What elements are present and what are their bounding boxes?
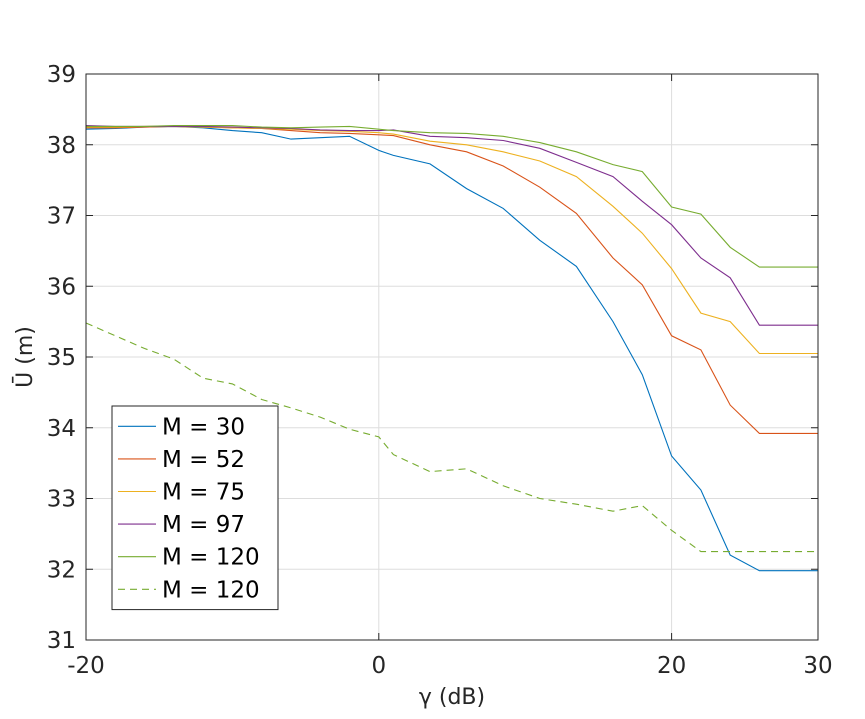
legend-box bbox=[111, 405, 279, 611]
x-tick-label: 30 bbox=[803, 653, 832, 679]
legend-entry: M = 97 bbox=[162, 512, 245, 538]
y-tick-label: 34 bbox=[47, 416, 76, 442]
y-axis-label: Ū (m) bbox=[12, 326, 38, 388]
legend-entry: M = 52 bbox=[162, 447, 245, 473]
y-tick-label: 33 bbox=[47, 487, 76, 513]
x-tick-label: 20 bbox=[657, 653, 686, 679]
x-axis-label: γ (dB) bbox=[419, 685, 485, 710]
series-line-3 bbox=[85, 125, 818, 326]
series-line-5 bbox=[85, 322, 818, 553]
y-tick-label: 31 bbox=[47, 628, 76, 654]
series-line-4 bbox=[86, 125, 818, 268]
y-tick-label: 39 bbox=[47, 62, 76, 88]
y-tick-label: 35 bbox=[47, 345, 76, 371]
y-tick-label: 32 bbox=[47, 557, 76, 583]
series-line-0 bbox=[85, 125, 818, 572]
legend-entry: M = 120 bbox=[162, 577, 260, 603]
legend-entry: M = 30 bbox=[162, 414, 245, 440]
legend-entry: M = 120 bbox=[162, 545, 260, 571]
x-tick-label: -20 bbox=[67, 653, 105, 679]
y-axis-ticks: 31 32 33 34 35 36 37 38 39 bbox=[47, 62, 818, 654]
series-lines bbox=[85, 125, 818, 572]
series-line-2 bbox=[86, 125, 818, 355]
x-tick-label: 0 bbox=[371, 653, 386, 679]
legend: M = 30 M = 52 M = 75 M = 97 M = 120 M = 120 bbox=[111, 405, 279, 611]
y-tick-label: 37 bbox=[47, 204, 76, 230]
y-tick-label: 38 bbox=[47, 133, 76, 159]
x-axis-ticks: -20 0 20 30 bbox=[67, 74, 833, 679]
y-tick-label: 36 bbox=[47, 274, 76, 300]
series-line-1 bbox=[86, 125, 818, 434]
legend-entry: M = 75 bbox=[162, 480, 245, 506]
